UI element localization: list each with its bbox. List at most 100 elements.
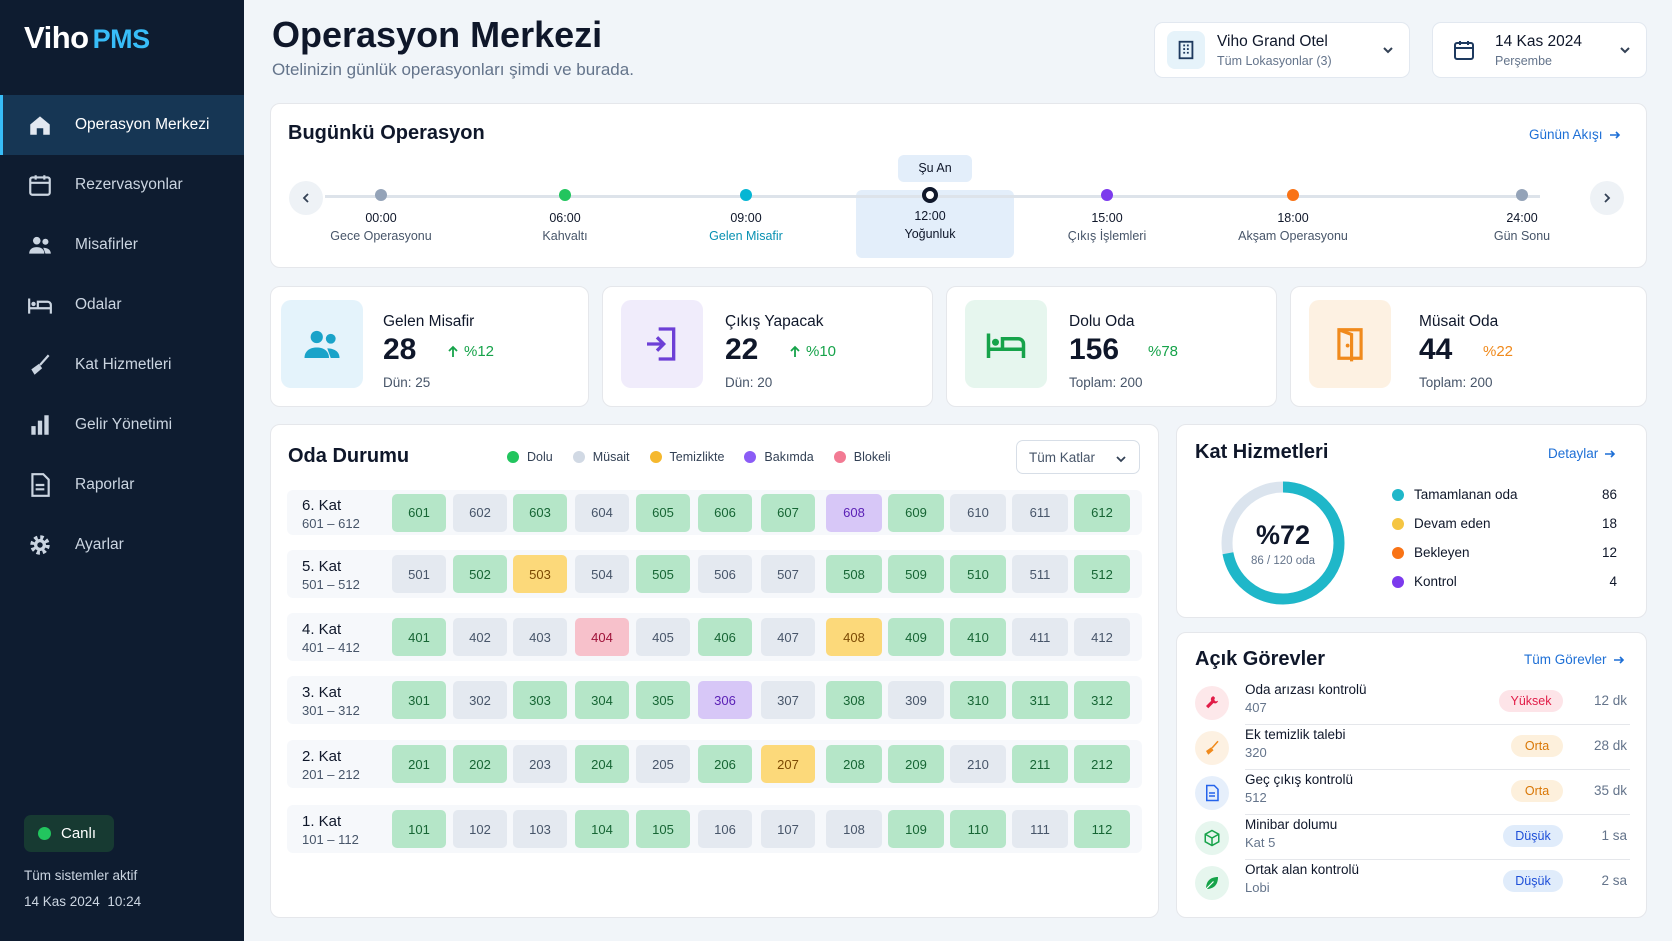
room-tile[interactable]: 112 xyxy=(1074,810,1130,848)
timeline-point[interactable]: 15:00 Çıkış İşlemleri xyxy=(1027,186,1187,243)
live-status-badge[interactable]: Canlı xyxy=(24,815,114,852)
room-tile[interactable]: 401 xyxy=(392,618,446,656)
room-tile[interactable]: 210 xyxy=(950,745,1006,783)
room-tile[interactable]: 512 xyxy=(1074,555,1130,593)
room-tile[interactable]: 409 xyxy=(888,618,944,656)
room-tile[interactable]: 411 xyxy=(1012,618,1068,656)
sidebar-item-odalar[interactable]: Odalar xyxy=(0,275,244,335)
room-tile[interactable]: 302 xyxy=(453,681,507,719)
room-tile[interactable]: 204 xyxy=(575,745,629,783)
room-tile[interactable]: 406 xyxy=(698,618,752,656)
task-row[interactable]: Ek temizlik talebi 320 Orta 28 dk xyxy=(1195,725,1635,769)
room-tile[interactable]: 310 xyxy=(950,681,1006,719)
room-tile[interactable]: 203 xyxy=(513,745,567,783)
room-tile[interactable]: 511 xyxy=(1012,555,1068,593)
room-tile[interactable]: 607 xyxy=(761,493,815,532)
task-row[interactable]: Minibar dolumu Kat 5 Düşük 1 sa xyxy=(1195,815,1635,859)
room-tile[interactable]: 205 xyxy=(636,745,690,783)
room-tile[interactable]: 504 xyxy=(575,555,629,593)
room-tile[interactable]: 105 xyxy=(636,810,690,848)
room-tile[interactable]: 404 xyxy=(575,618,629,656)
sidebar-item-misafirler[interactable]: Misafirler xyxy=(0,215,244,275)
timeline-next-button[interactable] xyxy=(1590,181,1624,215)
timeline-point[interactable]: 09:00 Gelen Misafir xyxy=(666,186,826,243)
room-tile[interactable]: 107 xyxy=(761,810,815,848)
kpi-card-departures[interactable]: Çıkış Yapacak 22 %10 Dün: 20 xyxy=(602,286,933,407)
room-tile[interactable]: 510 xyxy=(950,555,1006,593)
room-tile[interactable]: 304 xyxy=(575,681,629,719)
room-tile[interactable]: 111 xyxy=(1012,810,1068,848)
room-tile[interactable]: 509 xyxy=(888,555,944,593)
sidebar-item-gelir-yonetimi[interactable]: Gelir Yönetimi xyxy=(0,395,244,455)
room-tile[interactable]: 412 xyxy=(1074,618,1130,656)
room-tile[interactable]: 206 xyxy=(698,745,752,783)
room-tile[interactable]: 503 xyxy=(513,555,567,593)
room-tile[interactable]: 308 xyxy=(826,681,882,719)
app-logo[interactable]: Viho PMS xyxy=(24,20,150,55)
timeline-prev-button[interactable] xyxy=(289,181,323,215)
room-tile[interactable]: 405 xyxy=(636,618,690,656)
room-tile[interactable]: 102 xyxy=(453,810,507,848)
room-tile[interactable]: 309 xyxy=(888,681,944,719)
room-tile[interactable]: 605 xyxy=(636,493,690,532)
room-tile[interactable]: 305 xyxy=(636,681,690,719)
sidebar-item-rezervasyonlar[interactable]: Rezervasyonlar xyxy=(0,155,244,215)
room-tile[interactable]: 505 xyxy=(636,555,690,593)
room-tile[interactable]: 101 xyxy=(392,810,446,848)
room-tile[interactable]: 603 xyxy=(513,493,567,532)
room-tile[interactable]: 307 xyxy=(761,681,815,719)
sidebar-item-raporlar[interactable]: Raporlar xyxy=(0,455,244,515)
room-tile[interactable]: 601 xyxy=(392,493,446,532)
timeline-point[interactable]: 12:00 Yoğunluk xyxy=(850,186,1010,241)
kpi-card-arrivals[interactable]: Gelen Misafir 28 %12 Dün: 25 xyxy=(270,286,589,407)
room-tile[interactable]: 212 xyxy=(1074,745,1130,783)
room-tile[interactable]: 109 xyxy=(888,810,944,848)
room-tile[interactable]: 403 xyxy=(513,618,567,656)
hotel-selector[interactable]: Viho Grand Otel Tüm Lokasyonlar (3) xyxy=(1154,22,1410,78)
timeline-point[interactable]: 00:00 Gece Operasyonu xyxy=(301,186,461,243)
kpi-card-available[interactable]: Müsait Oda 44 %22 Toplam: 200 xyxy=(1290,286,1647,407)
room-tile[interactable]: 604 xyxy=(575,493,629,532)
sidebar-item-kat-hizmetleri[interactable]: Kat Hizmetleri xyxy=(0,335,244,395)
room-tile[interactable]: 208 xyxy=(826,745,882,783)
room-tile[interactable]: 508 xyxy=(826,555,882,593)
room-tile[interactable]: 602 xyxy=(453,493,507,532)
room-tile[interactable]: 301 xyxy=(392,681,446,719)
room-tile[interactable]: 611 xyxy=(1012,493,1068,532)
sidebar-item-ayarlar[interactable]: Ayarlar xyxy=(0,515,244,575)
timeline-point[interactable]: 18:00 Akşam Operasyonu xyxy=(1213,186,1373,243)
room-tile[interactable]: 201 xyxy=(392,745,446,783)
room-tile[interactable]: 207 xyxy=(761,745,815,783)
room-tile[interactable]: 608 xyxy=(826,493,882,532)
timeline-point[interactable]: 24:00 Gün Sonu xyxy=(1442,186,1602,243)
all-tasks-link[interactable]: Tüm Görevler xyxy=(1524,652,1625,667)
task-row[interactable]: Oda arızası kontrolü 407 Yüksek 12 dk xyxy=(1195,680,1635,724)
room-tile[interactable]: 110 xyxy=(950,810,1006,848)
housekeeping-details-link[interactable]: Detaylar xyxy=(1548,446,1616,461)
room-tile[interactable]: 202 xyxy=(453,745,507,783)
task-row[interactable]: Geç çıkış kontrolü 512 Orta 35 dk xyxy=(1195,770,1635,814)
room-tile[interactable]: 408 xyxy=(826,618,882,656)
room-tile[interactable]: 410 xyxy=(950,618,1006,656)
room-tile[interactable]: 507 xyxy=(761,555,815,593)
room-tile[interactable]: 209 xyxy=(888,745,944,783)
room-tile[interactable]: 402 xyxy=(453,618,507,656)
kpi-card-occupied[interactable]: Dolu Oda 156 %78 Toplam: 200 xyxy=(946,286,1277,407)
room-tile[interactable]: 306 xyxy=(698,681,752,719)
room-tile[interactable]: 501 xyxy=(392,555,446,593)
room-tile[interactable]: 106 xyxy=(698,810,752,848)
room-tile[interactable]: 609 xyxy=(888,493,944,532)
room-tile[interactable]: 103 xyxy=(513,810,567,848)
room-tile[interactable]: 108 xyxy=(826,810,882,848)
day-flow-link[interactable]: Günün Akışı xyxy=(1529,127,1621,142)
floor-filter-select[interactable]: Tüm Katlar xyxy=(1016,440,1140,474)
room-tile[interactable]: 211 xyxy=(1012,745,1068,783)
room-tile[interactable]: 610 xyxy=(950,493,1006,532)
date-selector[interactable]: 14 Kas 2024 Perşembe xyxy=(1432,22,1647,78)
room-tile[interactable]: 612 xyxy=(1074,493,1130,532)
room-tile[interactable]: 311 xyxy=(1012,681,1068,719)
room-tile[interactable]: 303 xyxy=(513,681,567,719)
sidebar-item-operasyon-merkezi[interactable]: Operasyon Merkezi xyxy=(0,95,244,155)
room-tile[interactable]: 407 xyxy=(761,618,815,656)
timeline-point[interactable]: 06:00 Kahvaltı xyxy=(485,186,645,243)
